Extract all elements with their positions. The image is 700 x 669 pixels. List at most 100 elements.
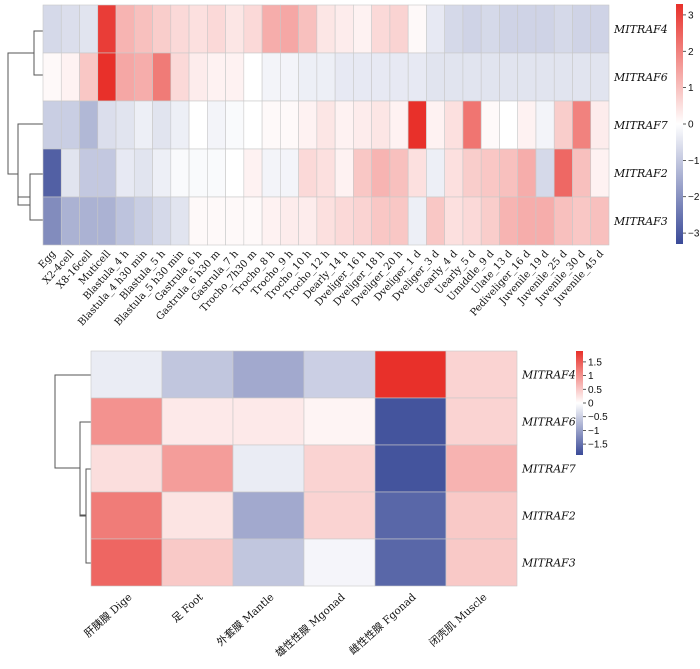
heatmap-cell-mitraf4-trocho-7h30-m	[243, 4, 263, 54]
column-label-dige: 肝胰腺 Dige	[82, 591, 135, 641]
heatmap-cell-mitraf6-fgonad	[374, 397, 447, 446]
heatmap-cell-mitraf7-mantle	[232, 444, 305, 493]
colorbar-tick-label: 1.5	[588, 357, 602, 368]
row-label-mitraf3: MITRAF3	[613, 215, 668, 228]
heatmap-cell-mitraf3-trocho-7h30-m	[243, 196, 263, 246]
heatmap-cell-mitraf4-blastula-5-h30-min	[170, 4, 190, 54]
heatmap-cell-mitraf7-blastula-5-h30-min	[170, 100, 190, 150]
colorbar-tick-label: 0.5	[588, 385, 602, 396]
heatmap-cell-mitraf2-juvenile-45-d	[590, 148, 610, 198]
heatmap-cell-mitraf2-ulate-13-d	[499, 148, 519, 198]
heatmap-cell-mitraf2-x2-4cell	[60, 148, 80, 198]
heatmap-cell-mitraf2-fgonad	[374, 491, 447, 540]
heatmap-cell-mitraf6-dveliger-16-h	[353, 52, 372, 102]
heatmap-cell-mitraf4-dearly-14-h	[334, 4, 354, 54]
heatmap-cell-mitraf6-umiddle-9-d	[480, 52, 500, 102]
heatmap-cell-mitraf7-trocho-8-h	[261, 100, 281, 150]
heatmap-cell-mitraf4-trocho-12-h	[316, 4, 336, 54]
heatmap-cell-mitraf3-blastula-5-h	[152, 196, 172, 246]
heatmap-cell-mitraf3-uearly-4-d	[444, 196, 464, 246]
heatmap-cell-mitraf6-blastula-4-h30-min	[133, 52, 153, 102]
heatmap-cell-mitraf7-uearly-5-d	[462, 100, 482, 150]
heatmap-tissues: MITRAF4 MITRAF6 MITRAF7 MITRAF2 MITRAF3 肝胰腺 D…	[82, 350, 576, 660]
heatmap-cell-mitraf6-gastrula-6-h30-m	[207, 52, 226, 102]
heatmap-cell-mitraf7-trocho-7h30-m	[243, 100, 263, 150]
heatmap-cell-mitraf7-gastrula-7-h	[225, 100, 245, 150]
heatmap-cell-mitraf3-juvenile-30-d	[572, 196, 592, 246]
heatmap-cell-mitraf3-umiddle-9-d	[480, 196, 500, 246]
heatmap-cell-mitraf7-gastrula-6-h30-m	[207, 100, 226, 150]
heatmap-cell-mitraf6-dearly-14-h	[334, 52, 354, 102]
row-dendrogram-top	[7, 30, 43, 221]
heatmap-cell-mitraf3-blastula-5-h30-min	[170, 196, 190, 246]
heatmap-cell-mitraf3-gastrula-6-h30-m	[207, 196, 226, 246]
heatmap-cell-mitraf7-fgonad	[374, 444, 447, 493]
heatmap-cell-mitraf3-trocho-12-h	[316, 196, 336, 246]
heatmap-cell-mitraf6-trocho-10-h	[298, 52, 318, 102]
heatmap-cell-mitraf7-egg	[42, 100, 62, 150]
heatmap-cell-mitraf6-ulate-13-d	[499, 52, 519, 102]
heatmap-cell-mitraf4-gastrula-7-h	[225, 4, 245, 54]
heatmap-cell-mitraf7-mgonad	[303, 444, 376, 493]
heatmap-cell-mitraf4-dveliger-20-h	[389, 4, 409, 54]
heatmap-cell-mitraf4-mantle	[232, 350, 305, 399]
heatmap-cell-mitraf2-blastula-5-h30-min	[170, 148, 190, 198]
heatmap-cell-mitraf4-gastrula-6-h	[188, 4, 208, 54]
heatmap-cell-mitraf2-gastrula-7-h	[225, 148, 245, 198]
row-label-mitraf7: MITRAF7	[613, 119, 668, 132]
heatmap-cell-mitraf6-muticell	[97, 52, 117, 102]
row-label-mitraf3: MITRAF3	[521, 557, 576, 570]
heatmap-cell-mitraf2-juvenile-19-d	[535, 148, 555, 198]
heatmap-cell-mitraf2-trocho-7h30-m	[243, 148, 263, 198]
heatmap-cell-mitraf2-egg	[42, 148, 62, 198]
heatmap-cell-mitraf4-x8-16cell	[79, 4, 99, 54]
heatmap-cell-mitraf2-juvenile-30-d	[572, 148, 592, 198]
column-label-mantle: 外套膜 Mantle	[214, 591, 277, 649]
heatmap-cell-mitraf2-foot	[161, 491, 234, 540]
heatmap-cell-mitraf7-blastula-4-h30-min	[133, 100, 153, 150]
column-label-mgonad: 雄性性腺 Mgonad	[273, 590, 348, 659]
heatmap-cell-mitraf2-dveliger-20-h	[389, 148, 409, 198]
heatmap-cell-mitraf3-fgonad	[374, 538, 447, 587]
heatmap-developmental-stages: MITRAF4MITRAF6MITRAF7MITRAF2MITRAF3EggX2…	[37, 4, 668, 328]
heatmap-cell-mitraf4-juvenile-45-d	[590, 4, 610, 54]
heatmap-cell-mitraf6-x2-4cell	[60, 52, 80, 102]
heatmap-cell-mitraf2-uearly-4-d	[444, 148, 464, 198]
column-label-fgonad: 雌性性腺 Fgonad	[346, 590, 418, 657]
heatmap-cell-mitraf2-dveliger-3-d	[426, 148, 445, 198]
heatmap-cell-mitraf2-umiddle-9-d	[480, 148, 500, 198]
heatmap-cell-mitraf4-fgonad	[374, 350, 447, 399]
column-label-foot: 足 Foot	[170, 591, 206, 625]
heatmap-cell-mitraf2-x8-16cell	[79, 148, 99, 198]
heatmap-cell-mitraf4-dveliger-16-h	[353, 4, 372, 54]
heatmap-cell-mitraf4-dige	[90, 350, 163, 399]
heatmap-cell-mitraf7-pediveliger-16-d	[517, 100, 537, 150]
heatmap-cell-mitraf6-egg	[42, 52, 62, 102]
heatmap-cell-mitraf2-muscle	[445, 491, 518, 540]
heatmap-cell-mitraf2-dveliger-16-h	[353, 148, 372, 198]
heatmap-cell-mitraf7-umiddle-9-d	[480, 100, 500, 150]
colorbar-tick-label: −3	[688, 229, 700, 240]
heatmap-cell-mitraf2-uearly-5-d	[462, 148, 482, 198]
heatmap-cell-mitraf6-uearly-5-d	[462, 52, 482, 102]
heatmap-cell-mitraf3-ulate-13-d	[499, 196, 519, 246]
heatmap-cell-mitraf3-dveliger-1-d	[407, 196, 427, 246]
colorbar-tick-label: −0.5	[588, 412, 608, 423]
heatmap-cell-mitraf3-mgonad	[303, 538, 376, 587]
row-label-mitraf7: MITRAF7	[521, 463, 576, 476]
colorbar-gradient	[576, 351, 583, 455]
heatmap-cell-mitraf3-uearly-5-d	[462, 196, 482, 246]
heatmap-cell-mitraf3-juvenile-25-d	[553, 196, 573, 246]
colorbar-top: 3 2 1 0 −1 −2 −3	[676, 4, 700, 244]
heatmap-cell-mitraf4-muticell	[97, 4, 117, 54]
heatmap-cell-mitraf6-dige	[90, 397, 163, 446]
heatmap-cell-mitraf4-egg	[42, 4, 62, 54]
heatmap-cell-mitraf6-pediveliger-16-d	[517, 52, 537, 102]
heatmap-cell-mitraf6-muscle	[445, 397, 518, 446]
heatmap-cell-mitraf4-dveliger-3-d	[426, 4, 445, 54]
heatmap-cell-mitraf7-uearly-4-d	[444, 100, 464, 150]
heatmap-cell-mitraf3-juvenile-19-d	[535, 196, 555, 246]
heatmap-cell-mitraf4-pediveliger-16-d	[517, 4, 537, 54]
heatmap-cell-mitraf4-blastula-4-h30-min	[133, 4, 153, 54]
